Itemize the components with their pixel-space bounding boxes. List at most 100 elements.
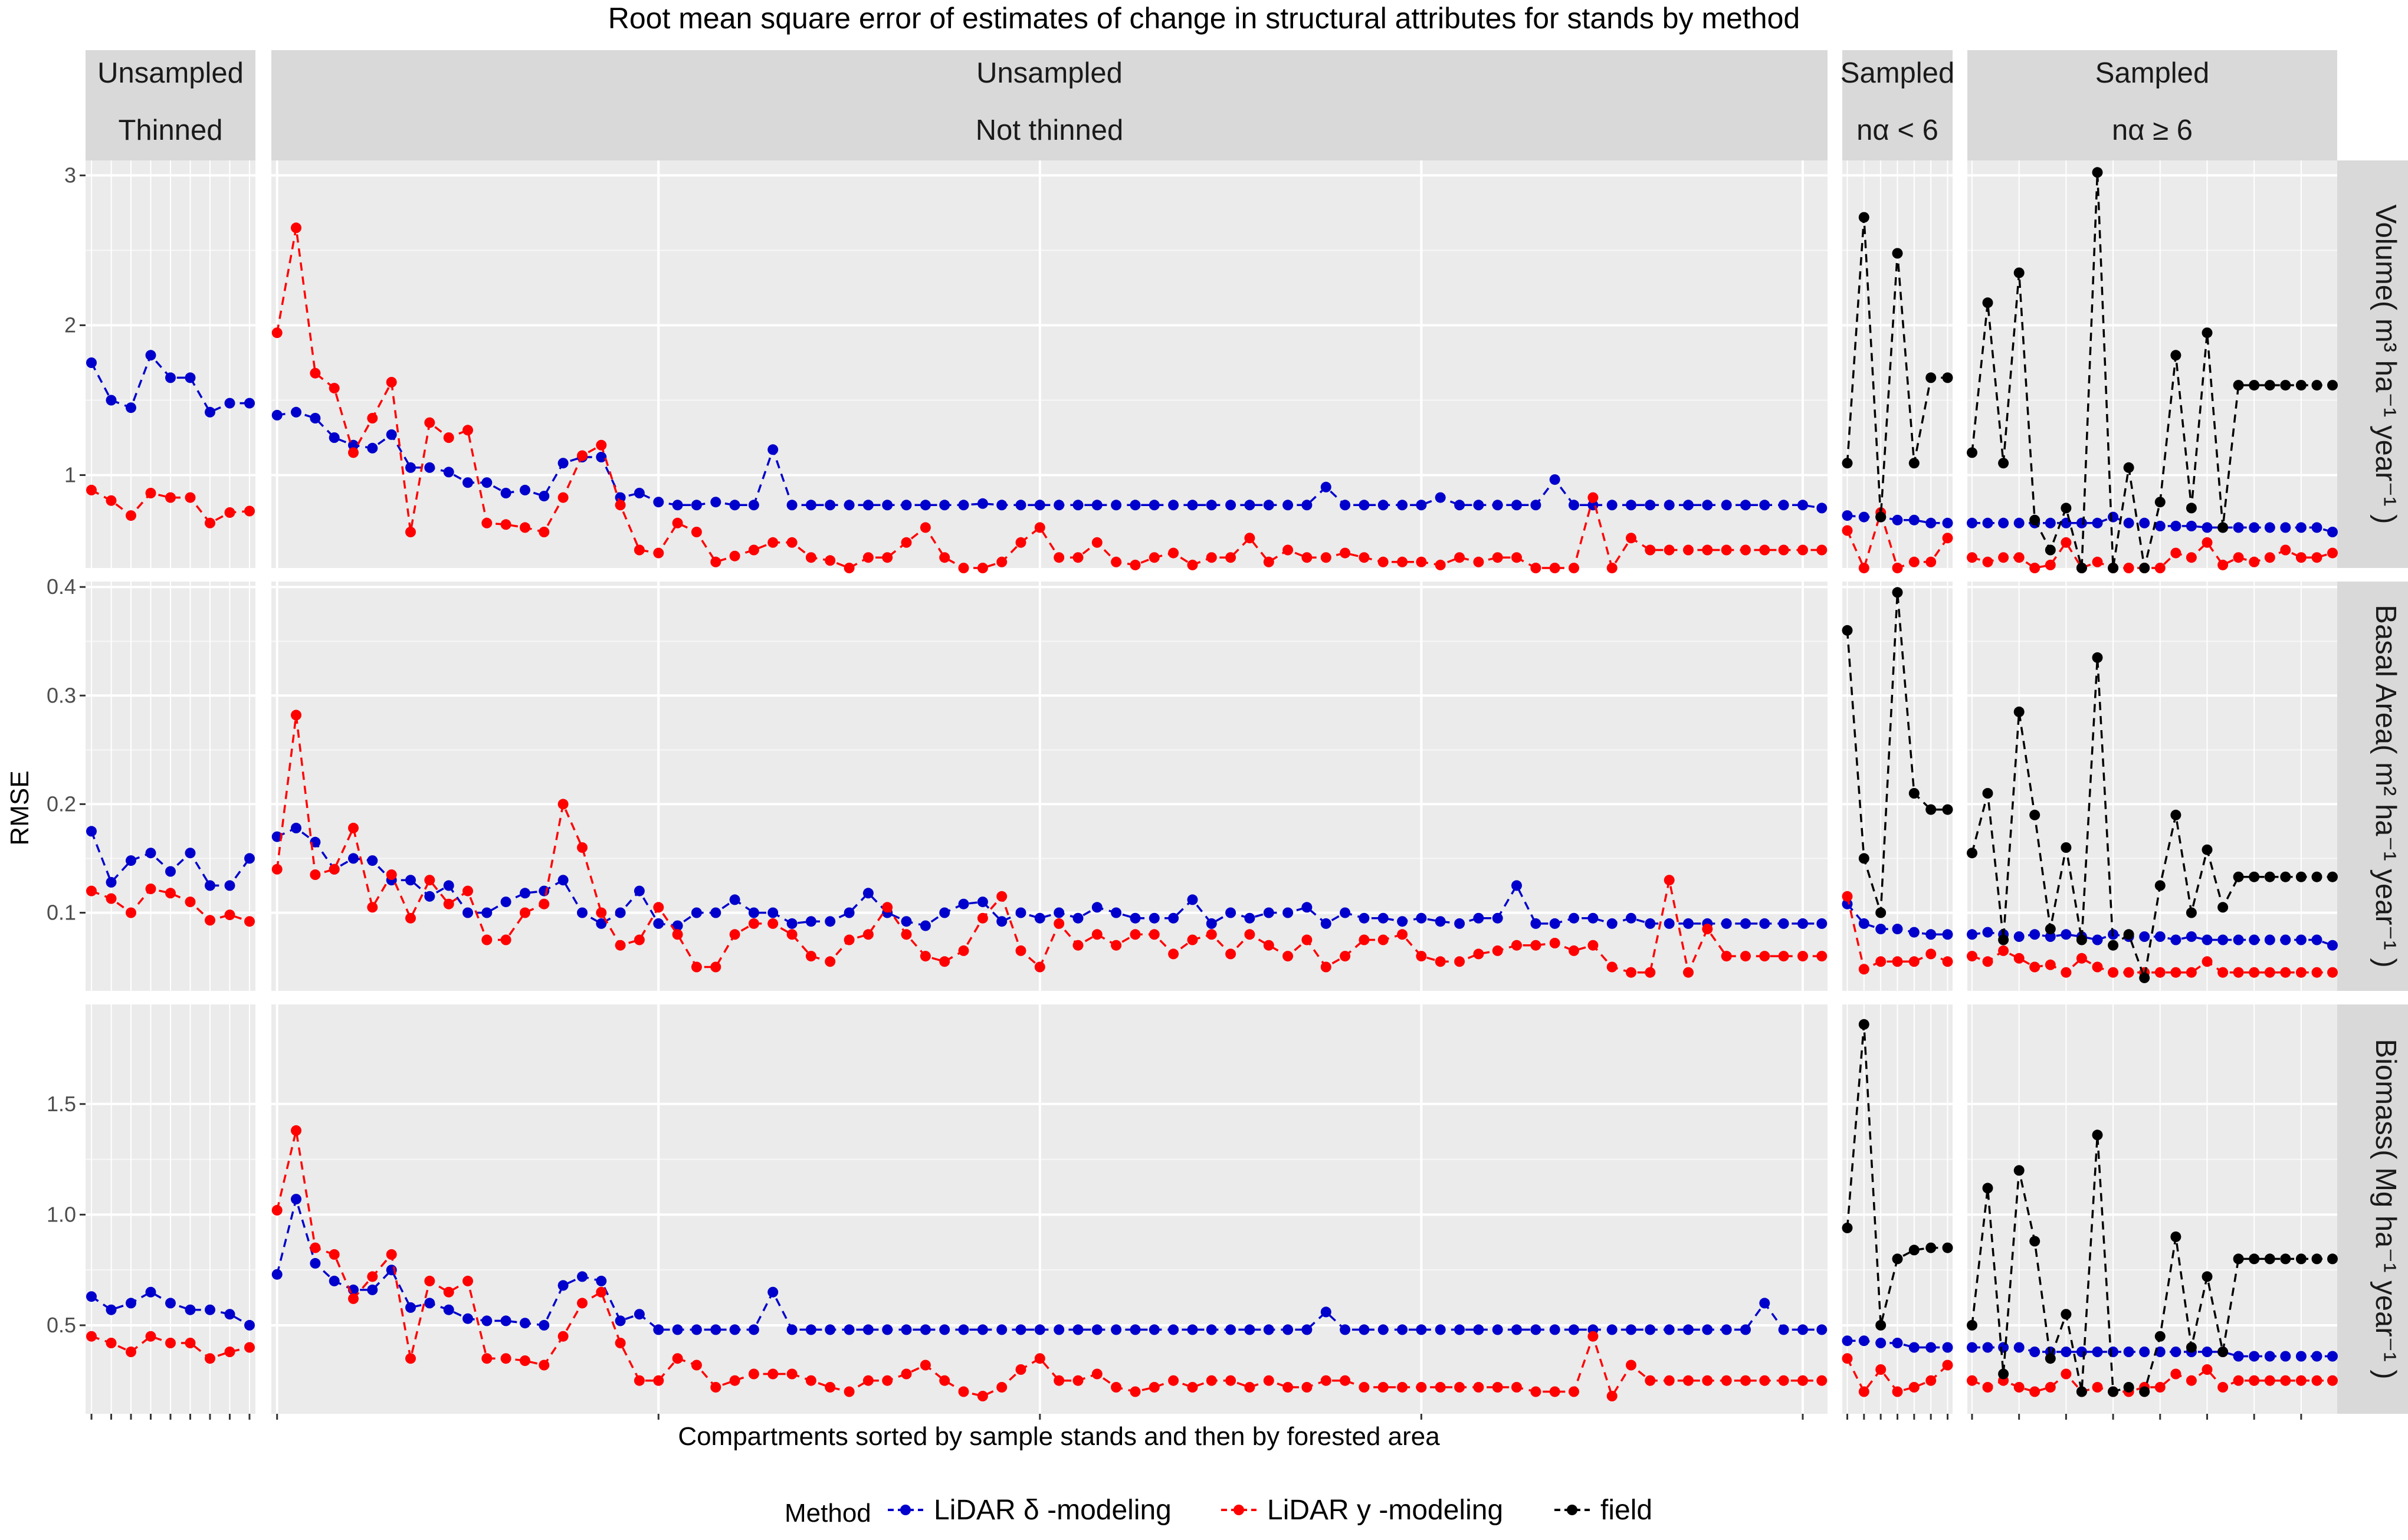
- data-point-lidar_delta: [2311, 1351, 2322, 1362]
- data-point-lidar_delta: [2170, 1347, 2181, 1357]
- data-point-lidar_delta: [977, 897, 988, 908]
- data-point-lidar_delta: [634, 885, 645, 897]
- data-point-lidar_delta: [2202, 934, 2213, 945]
- x-axis-label: Compartments sorted by sample stands and…: [678, 1422, 1440, 1451]
- data-point-lidar_delta: [1549, 474, 1560, 485]
- data-point-lidar_delta: [1340, 1324, 1351, 1335]
- data-point-lidar_y: [2311, 1375, 2322, 1386]
- data-point-field: [1982, 297, 1993, 308]
- data-point-field: [1892, 587, 1903, 598]
- data-point-lidar_y: [1244, 533, 1255, 544]
- data-point-lidar_delta: [805, 500, 816, 511]
- data-point-lidar_y: [710, 556, 721, 567]
- data-point-lidar_delta: [710, 1324, 721, 1335]
- data-point-lidar_delta: [1206, 1324, 1217, 1335]
- data-point-lidar_delta: [520, 484, 530, 495]
- data-point-lidar_delta: [748, 1324, 759, 1335]
- data-point-field: [1842, 458, 1853, 469]
- data-point-lidar_delta: [1967, 517, 1977, 528]
- data-point-lidar_delta: [1683, 500, 1694, 511]
- legend-item-lidar_y: LiDAR y -modeling: [1221, 1495, 1503, 1526]
- data-point-field: [2139, 563, 2150, 573]
- data-point-lidar_delta: [126, 855, 136, 866]
- data-point-lidar_y: [1998, 552, 2009, 563]
- column-strip-sublabel: Thinned: [118, 114, 222, 146]
- data-point-lidar_y: [825, 1382, 836, 1393]
- data-point-field: [2233, 871, 2244, 882]
- data-point-lidar_delta: [1187, 894, 1198, 905]
- data-point-lidar_y: [1034, 961, 1045, 973]
- data-point-lidar_y: [443, 1286, 454, 1298]
- data-point-lidar_y: [1130, 929, 1141, 940]
- data-point-field: [2311, 380, 2322, 391]
- data-point-lidar_y: [1340, 1375, 1351, 1386]
- data-point-lidar_y: [367, 413, 378, 423]
- data-point-lidar_y: [1187, 934, 1198, 945]
- data-point-lidar_y: [2217, 559, 2229, 570]
- data-point-lidar_delta: [145, 848, 156, 859]
- legend-key-point: [1233, 1505, 1244, 1515]
- data-point-lidar_delta: [1778, 500, 1789, 511]
- data-point-lidar_delta: [767, 907, 779, 918]
- data-point-lidar_y: [1206, 552, 1217, 563]
- data-point-lidar_y: [348, 822, 359, 833]
- data-point-lidar_delta: [1091, 500, 1103, 511]
- data-point-lidar_delta: [1569, 1324, 1579, 1335]
- data-point-lidar_delta: [1340, 907, 1351, 918]
- data-point-lidar_y: [1908, 556, 1920, 567]
- data-point-lidar_delta: [2013, 1342, 2025, 1353]
- data-point-lidar_y: [1908, 1382, 1920, 1393]
- data-point-lidar_delta: [1645, 1324, 1656, 1335]
- data-point-lidar_y: [767, 537, 779, 548]
- data-point-lidar_y: [691, 527, 702, 537]
- data-point-field: [2076, 934, 2087, 945]
- data-point-lidar_delta: [1626, 912, 1636, 924]
- data-point-lidar_y: [1942, 956, 1953, 967]
- data-point-lidar_delta: [2013, 931, 2025, 942]
- data-point-lidar_y: [2327, 967, 2338, 978]
- data-point-lidar_y: [862, 929, 874, 940]
- data-point-lidar_y: [424, 1275, 435, 1286]
- panel-background: [271, 160, 1828, 568]
- series-line-lidar_y: [91, 489, 250, 525]
- data-point-lidar_y: [805, 1375, 816, 1386]
- data-point-lidar_delta: [1664, 500, 1675, 511]
- data-point-lidar_delta: [2264, 1351, 2275, 1362]
- data-point-lidar_delta: [1111, 1324, 1122, 1335]
- data-point-lidar_delta: [462, 907, 473, 918]
- data-point-lidar_delta: [1473, 1324, 1484, 1335]
- data-point-field: [1892, 248, 1903, 259]
- data-point-lidar_delta: [500, 1315, 511, 1326]
- data-point-lidar_delta: [1530, 500, 1541, 511]
- data-point-lidar_delta: [1263, 1324, 1274, 1335]
- y-tick-label: 1.5: [47, 1092, 76, 1116]
- row-strip-label: Basal Area( m² ha⁻¹ year⁻¹ ): [2370, 605, 2402, 967]
- data-point-lidar_delta: [205, 880, 215, 891]
- data-point-lidar_y: [1263, 1375, 1274, 1386]
- data-point-field: [2217, 1347, 2229, 1357]
- data-point-lidar_y: [1569, 563, 1579, 573]
- data-point-lidar_delta: [1149, 912, 1160, 924]
- data-point-lidar_delta: [1797, 1324, 1808, 1335]
- data-point-lidar_y: [1530, 563, 1541, 573]
- data-point-lidar_y: [1168, 1375, 1179, 1386]
- data-point-field: [1875, 1319, 1887, 1331]
- data-point-lidar_delta: [1416, 1324, 1427, 1335]
- data-point-lidar_y: [1015, 945, 1026, 956]
- data-point-lidar_delta: [557, 458, 569, 469]
- data-point-lidar_delta: [1244, 1324, 1255, 1335]
- data-point-lidar_delta: [557, 1280, 569, 1291]
- data-point-lidar_y: [539, 1360, 550, 1371]
- y-tick-label: 3: [64, 163, 76, 187]
- data-point-lidar_y: [481, 517, 493, 528]
- data-point-field: [2076, 1386, 2087, 1397]
- data-point-field: [2311, 1253, 2322, 1265]
- row-strip-label: Volume( m³ ha⁻¹ year⁻¹ ): [2370, 205, 2402, 524]
- data-point-lidar_y: [1244, 1382, 1255, 1393]
- data-point-field: [2013, 706, 2025, 717]
- data-point-lidar_delta: [977, 1324, 988, 1335]
- data-point-field: [1925, 804, 1937, 815]
- data-point-lidar_y: [1320, 961, 1331, 973]
- data-point-lidar_y: [462, 1275, 473, 1286]
